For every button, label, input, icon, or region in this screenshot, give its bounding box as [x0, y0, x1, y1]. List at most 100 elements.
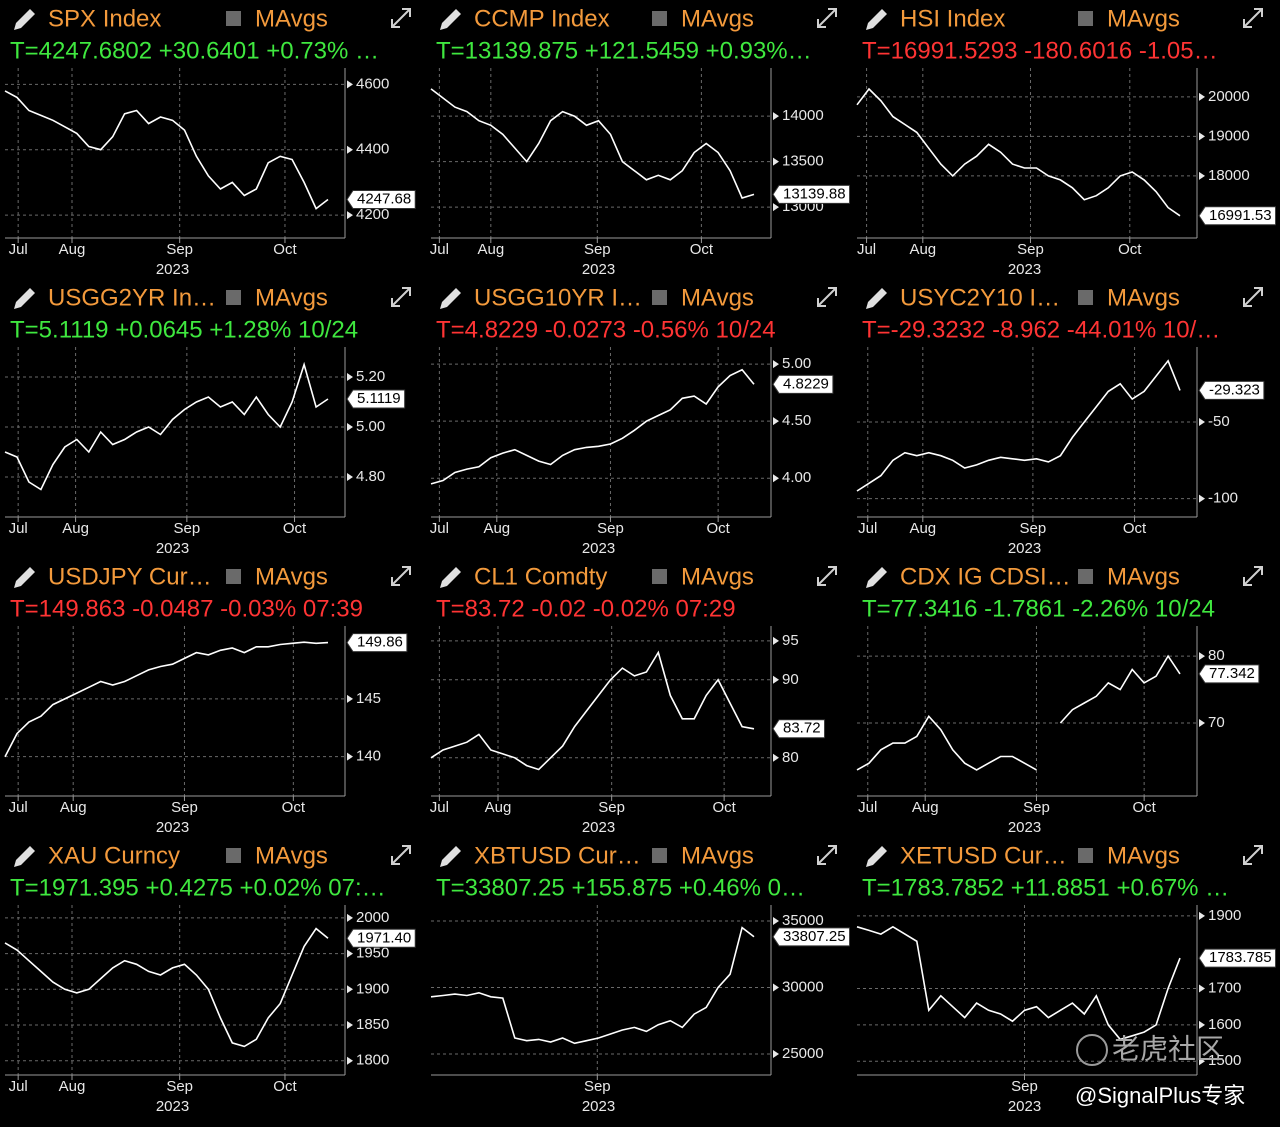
- last-value-box: [772, 374, 834, 394]
- status-line: T=83.72 -0.02 -0.02% 07:29: [436, 595, 736, 622]
- watermark-brand: 老虎社区: [1112, 1033, 1224, 1064]
- y-tick-label: -100: [1208, 490, 1238, 507]
- expand-icon[interactable]: [817, 8, 837, 28]
- expand-icon[interactable]: [1243, 287, 1263, 307]
- y-tick-mark: [347, 80, 353, 89]
- last-value-box: [1198, 206, 1276, 226]
- y-tick-label: 5.20: [356, 368, 385, 385]
- ma-checkbox[interactable]: [226, 848, 241, 863]
- expand-icon[interactable]: [1243, 845, 1263, 865]
- last-value-box: [772, 927, 850, 947]
- chart-panel: XBTUSD Cur… MAvgs T=33807.25 +155.875 +0.4…: [430, 842, 850, 1115]
- ma-checkbox[interactable]: [652, 11, 667, 26]
- status-line: T=4.8229 -0.0273 -0.56% 10/24: [436, 316, 776, 343]
- y-tick-mark: [1199, 171, 1205, 180]
- price-line: [430, 926, 755, 1045]
- status-line: T=77.3416 -1.7861 -2.26% 10/24: [862, 595, 1215, 622]
- x-tick-label: Jul: [9, 520, 28, 537]
- last-value-box: [346, 928, 416, 948]
- edit-icon[interactable]: [14, 846, 35, 867]
- ma-checkbox[interactable]: [226, 11, 241, 26]
- y-tick-mark: [1199, 652, 1205, 661]
- x-tick-label: Sep: [1011, 1078, 1038, 1095]
- ma-checkbox[interactable]: [1078, 290, 1093, 305]
- chart-title: CDX IG CDSI…: [900, 563, 1071, 590]
- x-tick-label: Jul: [430, 241, 449, 258]
- ma-label: MAvgs: [681, 284, 754, 311]
- edit-icon[interactable]: [440, 9, 461, 30]
- last-value-label: 13139.88: [783, 185, 846, 202]
- status-line: T=16991.5293 -180.6016 -1.05…: [862, 37, 1218, 64]
- expand-icon[interactable]: [391, 845, 411, 865]
- y-tick-mark: [773, 203, 779, 212]
- status-line: T=-29.3232 -8.962 -44.01% 10/…: [862, 316, 1220, 343]
- y-tick-mark: [347, 423, 353, 431]
- edit-icon[interactable]: [14, 288, 35, 309]
- ma-checkbox[interactable]: [652, 569, 667, 584]
- ma-checkbox[interactable]: [1078, 11, 1093, 26]
- chart-panel: CL1 Comdty MAvgs T=83.72 -0.02 -0.02% 07:2…: [430, 563, 837, 836]
- ma-checkbox[interactable]: [226, 290, 241, 305]
- price-line: [856, 87, 1181, 217]
- last-value-label: 16991.53: [1209, 207, 1272, 224]
- edit-icon[interactable]: [14, 567, 35, 588]
- y-tick-label: 35000: [782, 912, 824, 929]
- expand-icon[interactable]: [817, 845, 837, 865]
- expand-icon[interactable]: [817, 287, 837, 307]
- ma-checkbox[interactable]: [652, 848, 667, 863]
- last-value-label: 83.72: [783, 720, 821, 737]
- edit-icon[interactable]: [440, 288, 461, 309]
- x-axis-label: 2023: [156, 261, 189, 278]
- x-tick-label: Aug: [485, 799, 512, 816]
- expand-icon[interactable]: [391, 8, 411, 28]
- status-line: T=33807.25 +155.875 +0.46% 0…: [436, 874, 805, 901]
- edit-icon[interactable]: [866, 846, 887, 867]
- price-line: [856, 715, 1037, 771]
- expand-icon[interactable]: [1243, 566, 1263, 586]
- expand-icon[interactable]: [391, 566, 411, 586]
- ma-label: MAvgs: [1107, 5, 1180, 32]
- edit-icon[interactable]: [866, 9, 887, 30]
- x-tick-label: Sep: [171, 799, 198, 816]
- chart-title: HSI Index: [900, 5, 1005, 32]
- ma-checkbox[interactable]: [226, 569, 241, 584]
- x-tick-label: Aug: [912, 799, 939, 816]
- edit-icon[interactable]: [866, 567, 887, 588]
- x-tick-label: Sep: [584, 1078, 611, 1095]
- x-tick-label: Oct: [282, 799, 306, 816]
- expand-icon[interactable]: [391, 287, 411, 307]
- last-value-label: 149.86: [357, 634, 403, 651]
- edit-icon[interactable]: [14, 9, 35, 30]
- watermark-author: @SignalPlus专家: [1075, 1083, 1245, 1108]
- x-axis-label: 2023: [582, 261, 615, 278]
- edit-icon[interactable]: [866, 288, 887, 309]
- x-tick-label: Aug: [909, 241, 936, 258]
- y-tick-mark: [773, 753, 779, 762]
- y-tick-mark: [347, 913, 353, 922]
- ma-checkbox[interactable]: [1078, 848, 1093, 863]
- y-tick-mark: [773, 157, 779, 166]
- price-line: [430, 368, 755, 485]
- status-line: T=149.863 -0.0487 -0.03% 07:39: [10, 595, 363, 622]
- y-tick-label: 145: [356, 690, 381, 707]
- edit-icon[interactable]: [440, 567, 461, 588]
- expand-icon[interactable]: [1243, 8, 1263, 28]
- chart-panel: USGG10YR I… MAvgs T=4.8229 -0.0273 -0.56% …: [430, 284, 837, 557]
- price-line: [4, 361, 329, 491]
- chart-title: USGG2YR In…: [48, 284, 216, 311]
- edit-icon[interactable]: [440, 846, 461, 867]
- y-tick-label: 1850: [356, 1016, 389, 1033]
- expand-icon[interactable]: [817, 566, 837, 586]
- ma-checkbox[interactable]: [1078, 569, 1093, 584]
- last-value-box: [772, 184, 850, 204]
- x-tick-label: Sep: [1023, 799, 1050, 816]
- y-tick-label: 1700: [1208, 980, 1241, 997]
- y-tick-label: 95: [782, 632, 799, 649]
- y-tick-mark: [1199, 984, 1205, 993]
- x-tick-label: Oct: [712, 799, 736, 816]
- y-tick-mark: [773, 1049, 779, 1058]
- y-tick-mark: [347, 694, 353, 703]
- ma-checkbox[interactable]: [652, 290, 667, 305]
- x-tick-label: Aug: [62, 520, 89, 537]
- x-tick-label: Sep: [1017, 241, 1044, 258]
